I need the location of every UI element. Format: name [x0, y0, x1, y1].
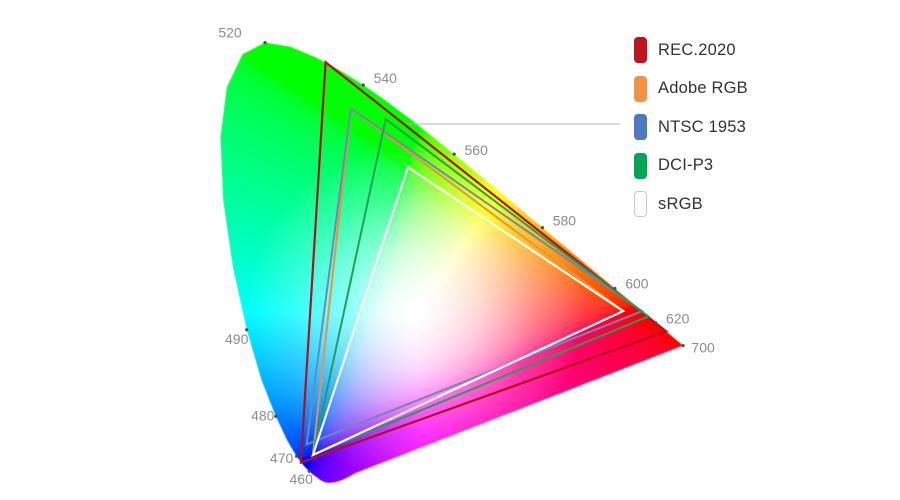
gamut-triangle-rec-2020 [299, 60, 669, 465]
legend-item-rec-2020: REC.2020 [634, 37, 748, 63]
wavelength-tick-dot-470 [295, 454, 299, 458]
legend-label-dci-p3: DCI-P3 [658, 156, 714, 174]
wavelength-label-460: 460 [290, 471, 314, 487]
wavelength-tick-dot-520 [263, 41, 267, 45]
wavelength-tick-dot-600 [613, 286, 617, 291]
wavelength-tick-dot-480 [274, 414, 278, 418]
wavelength-label-600: 600 [625, 276, 649, 292]
gamut-triangle-dci-p3 [311, 117, 651, 457]
legend-item-dci-p3: DCI-P3 [634, 152, 748, 179]
wavelength-tick-dot-580 [540, 226, 545, 230]
legend-swatch-srgb [634, 191, 647, 217]
legend-item-ntsc-1953: NTSC 1953 [634, 114, 748, 140]
gamut-triangle-ntsc-1953 [305, 106, 645, 446]
wavelength-label-520: 520 [218, 25, 242, 41]
legend-label-adobe-rgb: Adobe RGB [658, 79, 748, 97]
wavelength-label-490: 490 [225, 331, 249, 347]
wavelength-label-700: 700 [691, 340, 715, 356]
legend-swatch-ntsc-1953 [634, 114, 647, 140]
wavelength-tick-dot-700 [681, 344, 685, 348]
wavelength-label-540: 540 [374, 70, 398, 86]
wavelength-tick-dot-460 [307, 469, 311, 473]
legend-label-ntsc-1953: NTSC 1953 [658, 117, 747, 136]
wavelength-tick-dot-620 [654, 321, 658, 325]
wavelength-label-560: 560 [465, 142, 489, 158]
wavelength-tick-dot-490 [245, 328, 249, 332]
wavelength-label-620: 620 [666, 311, 690, 327]
legend-swatch-dci-p3 [634, 152, 647, 179]
legend: REC.2020 Adobe RGB NTSC 1953 DCI-P3 sRGB [634, 37, 748, 217]
legend-item-adobe-rgb: Adobe RGB [634, 75, 748, 102]
wavelength-label-580: 580 [553, 213, 577, 229]
legend-label-rec-2020: REC.2020 [658, 40, 736, 59]
wavelength-tick-dot-540 [361, 83, 365, 87]
legend-item-srgb: sRGB [634, 191, 748, 217]
legend-label-srgb: sRGB [658, 194, 703, 213]
wavelength-label-480: 480 [251, 407, 275, 423]
legend-swatch-adobe-rgb [634, 75, 647, 102]
wavelength-tick-dot-560 [452, 152, 456, 156]
gamut-triangle-srgb [311, 165, 626, 458]
legend-swatch-rec-2020 [634, 37, 647, 63]
wavelength-label-470: 470 [270, 450, 294, 466]
